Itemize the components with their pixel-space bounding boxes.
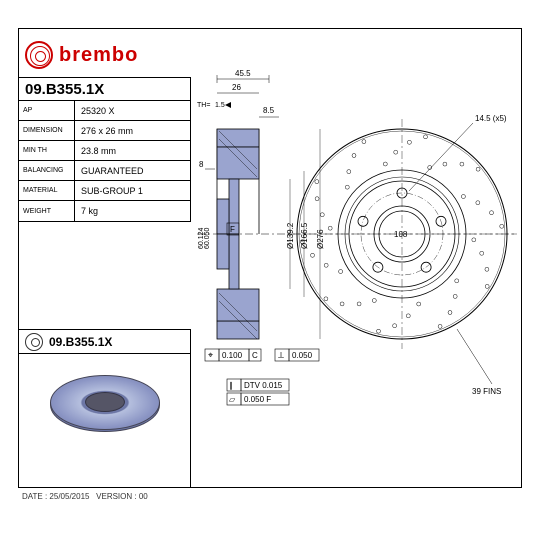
thumbnail-part-number: 09.B355.1X (49, 335, 112, 349)
spec-val: 23.8 mm (75, 141, 190, 160)
gdandt-bottom: ∥ DTV 0.015 ⏥ 0.050 F (227, 379, 289, 405)
spec-key: AP (19, 101, 75, 120)
spec-key: MATERIAL (19, 181, 75, 200)
brand-name: brembo (59, 44, 138, 67)
gdandt-right: ⟂ 0.050 (275, 349, 319, 361)
fins-label: 39 FINS (472, 387, 501, 396)
gdandt-left: ⌖ 0.100 C (205, 349, 261, 361)
thumbnail-box: 09.B355.1X (19, 329, 191, 487)
brembo-mark-icon (25, 41, 53, 69)
spec-val: GUARANTEED (75, 161, 190, 180)
gd-0050f: 0.050 F (244, 395, 271, 404)
spec-table: AP 25320 X DIMENSION 276 x 26 mm MIN TH … (19, 101, 191, 222)
spec-row-weight: WEIGHT 7 kg (19, 201, 190, 221)
svg-text:⟂: ⟂ (278, 350, 284, 360)
gd-0050: 0.050 (292, 351, 313, 360)
svg-text:⏥: ⏥ (229, 395, 236, 404)
bolt-circle-dia: 108 (394, 230, 408, 239)
dim-26: 26 (232, 83, 241, 92)
thumbnail-header: 09.B355.1X (19, 330, 190, 354)
gd-c: C (252, 351, 258, 360)
spec-row-ap: AP 25320 X (19, 101, 190, 121)
dim-166-5: Ø166.5 (300, 222, 309, 249)
dim-276: Ø276 (316, 229, 325, 249)
spec-val: 276 x 26 mm (75, 121, 190, 140)
dim-8: 8 (199, 160, 204, 169)
datum-f: F (230, 225, 235, 234)
technical-drawing: 45.5 26 TH= 1.5 8.5 8 (197, 49, 517, 484)
part-number-header: 09.B355.1X (19, 77, 191, 101)
spec-val: SUB-GROUP 1 (75, 181, 190, 200)
spec-row-minth: MIN TH 23.8 mm (19, 141, 190, 161)
rotor-icon (25, 333, 43, 351)
gd-dtv: DTV 0.015 (244, 381, 283, 390)
footer: DATE : 25/05/2015 VERSION : 00 (22, 492, 148, 558)
spec-key: DIMENSION (19, 121, 75, 140)
dim-45-5: 45.5 (235, 69, 251, 78)
thumbnail-render (19, 354, 190, 486)
spec-val: 7 kg (75, 201, 190, 221)
footer-version: 00 (139, 492, 148, 501)
dim-th-val: 1.5 (215, 102, 225, 109)
footer-date: 25/05/2015 (49, 492, 89, 501)
dim-bolt-hole: 14.5 (x5) (475, 114, 507, 123)
footer-version-label: VERSION : (96, 492, 136, 501)
top-dimensions: 45.5 26 TH= 1.5 8.5 (197, 69, 279, 117)
svg-text:⌖: ⌖ (208, 350, 213, 360)
spec-row-balancing: BALANCING GUARANTEED (19, 161, 190, 181)
spec-key: WEIGHT (19, 201, 75, 221)
dim-th-label: TH= (197, 102, 210, 109)
spec-val: 25320 X (75, 101, 190, 120)
dim-8-5: 8.5 (263, 106, 275, 115)
brand-logo: brembo (25, 35, 185, 75)
dim-60-050: 60.050 (204, 227, 211, 249)
spec-row-dimension: DIMENSION 276 x 26 mm (19, 121, 190, 141)
footer-date-label: DATE : (22, 492, 47, 501)
gd-0100: 0.100 (222, 351, 243, 360)
dim-139-2: Ø139.2 (286, 222, 295, 249)
spec-key: MIN TH (19, 141, 75, 160)
spec-key: BALANCING (19, 161, 75, 180)
spec-row-material: MATERIAL SUB-GROUP 1 (19, 181, 190, 201)
svg-text:∥: ∥ (229, 381, 233, 390)
drawing-frame: brembo 09.B355.1X AP 25320 X DIMENSION 2… (18, 28, 522, 488)
